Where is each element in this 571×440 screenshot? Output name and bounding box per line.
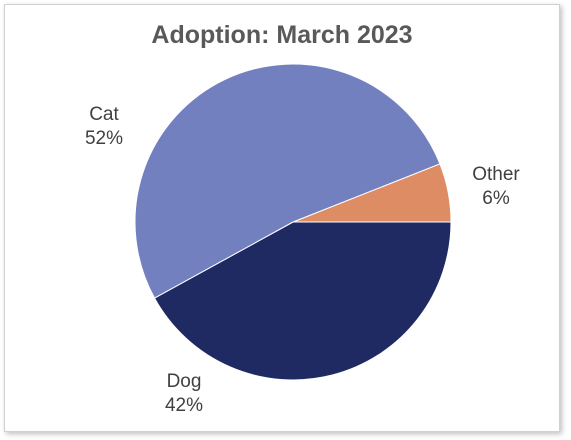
pie-slice-dog: [153, 221, 452, 381]
chart-title: Adoption: March 2023: [151, 21, 413, 49]
slice-label-dog-percent: 42%: [164, 395, 204, 416]
slice-label-other-name: Other: [472, 164, 520, 185]
slice-label-other: Other 6%: [456, 163, 536, 211]
slice-label-cat: Cat 52%: [69, 103, 139, 151]
slice-label-dog: Dog 42%: [149, 370, 219, 418]
slice-label-cat-name: Cat: [89, 104, 119, 125]
chart-frame: Adoption: March 2023 Cat 52% Other 6% Do…: [4, 4, 560, 432]
pie-slice-cat: [134, 63, 441, 299]
slice-label-other-percent: 6%: [482, 188, 510, 209]
pie-chart: [134, 63, 452, 381]
slice-label-dog-name: Dog: [166, 371, 202, 392]
slice-label-cat-percent: 52%: [84, 128, 124, 149]
